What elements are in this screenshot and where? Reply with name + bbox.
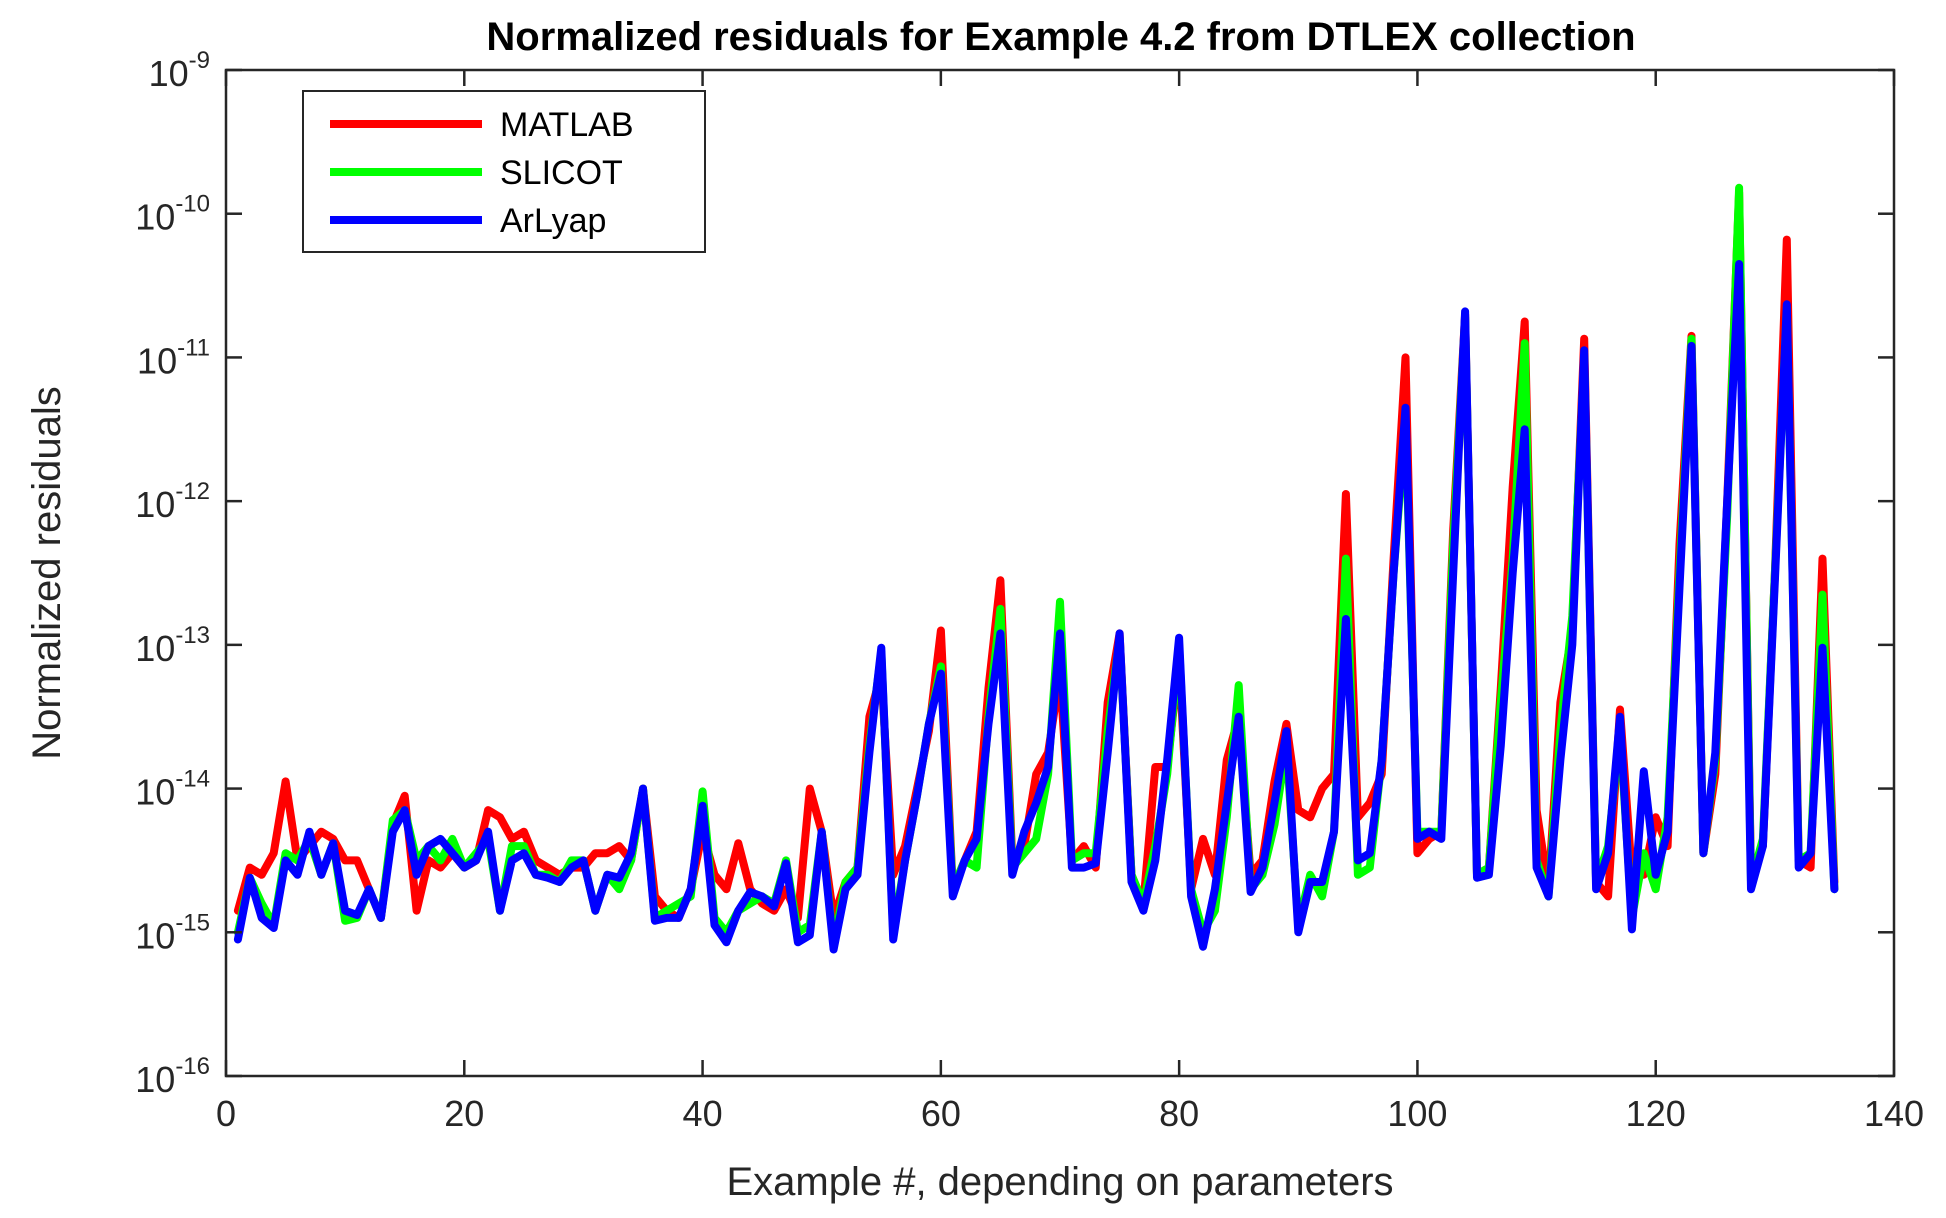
y-axis-label: Normalized residuals bbox=[25, 386, 69, 759]
y-tick-label: 10-12 bbox=[135, 478, 210, 525]
series-layer bbox=[233, 183, 1839, 954]
y-tick-label: 10-16 bbox=[135, 1053, 210, 1100]
y-tick-label: 10-15 bbox=[135, 909, 210, 956]
y-tick-label: 10-9 bbox=[149, 47, 210, 94]
y-tick-label: 10-11 bbox=[137, 334, 210, 381]
legend-label-slicot: SLICOT bbox=[500, 154, 623, 192]
ticks-layer: 0 20 40 60 80 100 120 140 10-16 10-15 10-14 10-13 10… bbox=[135, 47, 1924, 1134]
y-tick-label: 10-14 bbox=[135, 766, 210, 813]
x-tick-label: 80 bbox=[1159, 1093, 1199, 1134]
x-tick-label: 140 bbox=[1864, 1093, 1924, 1134]
legend-label-arlyap: ArLyap bbox=[500, 202, 606, 240]
x-tick-label: 0 bbox=[216, 1093, 236, 1134]
y-tick-label: 10-10 bbox=[135, 191, 210, 238]
legend-label-matlab: MATLAB bbox=[500, 106, 634, 144]
series-line-arlyap bbox=[233, 260, 1839, 954]
plot-frame bbox=[224, 68, 1896, 1078]
legend: MATLAB SLICOT ArLyap bbox=[302, 90, 706, 253]
x-tick-label: 120 bbox=[1626, 1093, 1686, 1134]
x-tick-label: 100 bbox=[1387, 1093, 1447, 1134]
x-tick-label: 20 bbox=[444, 1093, 484, 1134]
x-tick-label: 60 bbox=[921, 1093, 961, 1134]
x-axis-label: Example #, depending on parameters bbox=[726, 1160, 1393, 1204]
y-tick-label: 10-13 bbox=[135, 622, 210, 669]
x-tick-label: 40 bbox=[683, 1093, 723, 1134]
chart-title: Normalized residuals for Example 4.2 fro… bbox=[486, 15, 1635, 59]
